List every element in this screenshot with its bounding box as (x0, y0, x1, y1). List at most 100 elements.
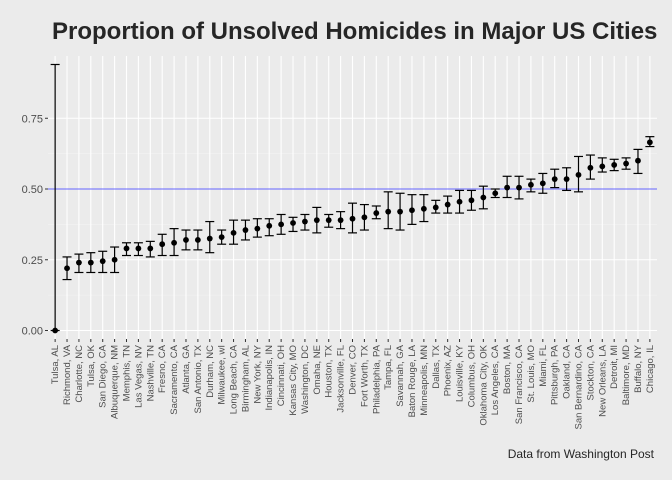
x-tick-label: Albuquerque, NM (110, 345, 121, 419)
x-tick-label: Long Beach, CA (229, 344, 240, 414)
x-tick-label: Tulsa, AL (50, 345, 61, 384)
x-tick-label: Pittsburgh, PA (550, 344, 561, 405)
data-point (266, 222, 273, 229)
x-tick-label: Savannah, GA (395, 344, 406, 406)
x-tick-label: Richmond, VA (62, 344, 73, 405)
data-point (218, 234, 225, 241)
x-tick-label: Houston, TX (324, 344, 335, 397)
data-point (599, 163, 606, 170)
data-point (611, 162, 618, 168)
x-tick-label: Baton Rouge, LA (407, 344, 418, 417)
x-tick-label: San Antonio, TX (193, 344, 204, 413)
x-tick-label: Los Angeles, CA (490, 344, 501, 415)
x-tick-label: Oklahoma City, OK (478, 344, 489, 425)
data-point (302, 218, 308, 225)
data-point (242, 227, 249, 233)
x-tick-label: San Bernardino, CA (573, 344, 584, 429)
data-point (313, 217, 320, 224)
x-tick-label: New Orleans, LA (597, 344, 608, 416)
data-point (361, 214, 368, 221)
x-tick-label: San Diego, CA (98, 344, 109, 408)
data-point (563, 176, 570, 183)
x-tick-label: Charlotte, NC (74, 345, 85, 403)
data-point (171, 239, 177, 246)
y-tick-label: 0.50 (22, 184, 43, 196)
data-point (290, 220, 296, 226)
data-point (183, 237, 189, 243)
x-tick-label: Durham, NC (205, 345, 216, 398)
data-point (194, 237, 201, 243)
data-point (87, 259, 94, 266)
x-tick-label: Washington, DC (300, 345, 311, 414)
data-point (528, 181, 534, 188)
x-tick-label: Chicago, IL (645, 345, 656, 393)
plot-panel (48, 56, 657, 339)
x-tick-label: Miami, FL (538, 345, 549, 387)
x-tick-label: San Francisco, CA (514, 344, 525, 424)
x-tick-label: New York, NY (252, 344, 263, 403)
y-tick-label: 0.75 (22, 113, 43, 125)
data-point (135, 245, 142, 252)
data-point (575, 171, 582, 178)
data-point (432, 204, 439, 211)
data-point (646, 139, 653, 146)
data-point (254, 225, 261, 232)
data-point (444, 201, 451, 208)
x-tick-label: Sacramento, CA (169, 344, 180, 414)
data-point (397, 208, 403, 215)
data-point (623, 160, 629, 167)
data-point (337, 217, 344, 224)
x-tick-label: Cincinnati, OH (276, 345, 287, 406)
x-tick-label: Buffalo, NY (633, 344, 644, 393)
x-tick-label: Kansas City, MO (288, 345, 299, 416)
data-point (409, 207, 415, 214)
data-point (99, 258, 106, 265)
x-tick-label: Jacksonville, FL (336, 345, 347, 413)
y-tick-label: 0.25 (22, 255, 43, 267)
data-point (278, 221, 285, 228)
x-tick-label: Minneapolis, MN (419, 345, 430, 416)
x-tick-label: Denver, CO (348, 345, 359, 395)
x-tick-label: Boston, MA (502, 344, 513, 394)
x-tick-label: Memphis, TN (122, 345, 133, 401)
x-axis: Tulsa, AL Richmond, VA Charlotte, NC Tulsa,… (50, 339, 656, 430)
data-point (159, 241, 166, 248)
x-tick-label: Oakland, CA (562, 344, 573, 399)
data-point (64, 265, 70, 272)
data-point (349, 215, 356, 222)
x-tick-label: Indianapolis, IN (264, 345, 275, 411)
data-point (385, 208, 392, 215)
data-point (635, 157, 641, 164)
x-tick-label: Birmingham, AL (240, 345, 251, 412)
x-tick-label: Stockton, CA (585, 344, 596, 400)
x-tick-label: Omaha, NE (312, 345, 323, 395)
x-tick-label: Milwaukee, wI (217, 345, 228, 405)
x-tick-label: Nashville, TN (145, 345, 156, 401)
x-tick-label: Tampa, FL (383, 345, 394, 390)
x-tick-label: Atlanta, GA (181, 344, 192, 393)
data-point (76, 259, 82, 266)
data-point (373, 210, 380, 216)
data-point (147, 245, 154, 252)
x-tick-label: Columbus, OH (466, 345, 477, 407)
data-point (456, 198, 463, 205)
x-tick-label: Las Vegas, NV (133, 344, 144, 408)
data-point (539, 180, 546, 187)
chart-caption: Data from Washington Post (508, 447, 655, 461)
data-point (123, 245, 130, 252)
y-axis: 0.00 0.25 0.50 0.75 (22, 113, 48, 338)
data-point (420, 205, 427, 212)
data-point (516, 184, 522, 191)
x-tick-label: Phoenix, AZ (443, 345, 454, 396)
data-point (480, 194, 487, 201)
x-tick-label: Dallas, TX (431, 344, 442, 388)
data-point (551, 176, 558, 183)
x-tick-label: Philadelphia, PA (371, 344, 382, 414)
x-tick-label: Fort Worth, TX (359, 344, 370, 407)
x-tick-label: Louisville, KY (455, 344, 466, 402)
x-tick-label: Baltimore, MD (621, 345, 632, 405)
x-tick-label: Fresno, CA (157, 344, 168, 393)
data-point (587, 164, 594, 171)
chart-title: Proportion of Unsolved Homicides in Majo… (52, 18, 657, 45)
data-point (230, 229, 237, 236)
